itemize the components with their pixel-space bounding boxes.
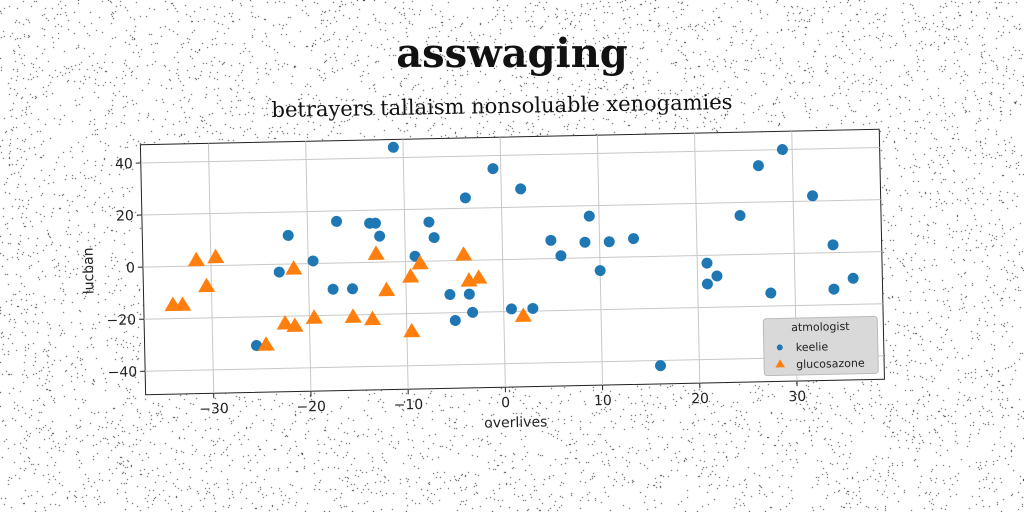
glucosazone-point — [402, 268, 420, 283]
keelie-point — [449, 314, 461, 326]
keelie-point — [282, 229, 294, 241]
keelie-point — [701, 257, 713, 269]
keelie-point — [307, 255, 319, 267]
glucosazone-point — [286, 317, 304, 333]
y-tick-label: 40 — [115, 156, 133, 172]
glucosazone-point — [198, 277, 216, 293]
keelie-point — [505, 303, 517, 315]
x-tick-label: 30 — [788, 389, 806, 405]
glucosazone-point — [305, 309, 323, 324]
keelie-point — [250, 339, 262, 351]
glucosazone-point — [411, 254, 429, 270]
keelie-point — [428, 232, 440, 244]
y-axis-label: lucban — [81, 247, 98, 294]
keelie-point — [828, 283, 840, 295]
keelie-point — [545, 234, 557, 246]
keelie-point — [467, 306, 479, 318]
glucosazone-point — [174, 296, 192, 311]
y-tick-label: −40 — [107, 364, 137, 381]
x-gridline — [499, 137, 506, 388]
y-tick-label: 0 — [126, 260, 135, 276]
keelie-point — [555, 250, 567, 262]
keelie-point — [701, 278, 713, 290]
y-gridline — [145, 355, 884, 372]
keelie-point — [331, 215, 343, 227]
x-tick-label: −10 — [394, 397, 424, 414]
glucosazone-point — [514, 307, 532, 323]
keelie-point — [487, 163, 499, 175]
keelie-point — [459, 192, 471, 204]
x-tick-label: 0 — [501, 395, 510, 411]
y-tick-label: 20 — [116, 208, 134, 224]
x-gridline — [402, 139, 409, 390]
glucosazone-point — [367, 245, 385, 261]
legend: atmologist keelie glucosazone — [762, 315, 879, 377]
keelie-point — [603, 236, 615, 248]
keelie-point — [347, 283, 359, 295]
legend-marker-keelie — [776, 344, 783, 351]
keelie-point — [527, 302, 539, 314]
keelie-point — [765, 287, 777, 299]
glucosazone-point — [455, 246, 473, 261]
x-gridline — [207, 143, 215, 394]
glucosazone-point — [364, 310, 382, 326]
keelie-point — [579, 236, 591, 248]
x-gridline — [694, 133, 701, 384]
glucosazone-point — [344, 308, 362, 323]
keelie-point — [734, 210, 746, 222]
keelie-point — [369, 217, 381, 229]
x-gridline — [305, 141, 312, 392]
axis-ticks: −30 −20 −10 0 10 20 30 −40 −20 0 20 40 — [106, 156, 806, 418]
x-gridline — [596, 135, 604, 386]
y-tick-label: −20 — [106, 312, 136, 329]
keelie-point — [776, 144, 788, 156]
x-tick-label: −30 — [199, 401, 229, 418]
keelie-point — [374, 230, 386, 242]
keelie-point — [594, 265, 606, 277]
keelie-point — [463, 288, 475, 300]
legend-label-keelie: keelie — [796, 340, 829, 354]
glucosazone-point — [207, 248, 225, 264]
glucosazone-point — [470, 269, 488, 284]
glucosazone-point — [403, 322, 421, 338]
x-tick-label: 20 — [691, 391, 709, 407]
keelie-point — [515, 183, 527, 195]
glucosazone-point — [276, 315, 294, 330]
keelie-point — [628, 233, 640, 245]
keelie-point — [711, 270, 723, 282]
keelie-point — [654, 360, 666, 372]
x-tick-label: 10 — [594, 393, 612, 409]
y-gridline — [142, 251, 882, 268]
data-marks — [164, 141, 859, 372]
glucosazone-point — [257, 336, 275, 351]
glucosazone-point — [187, 251, 205, 267]
legend-label-glucosazone: glucosazone — [796, 357, 865, 371]
y-gridline — [141, 199, 881, 216]
x-tick-label: −20 — [296, 399, 326, 416]
keelie-point — [273, 266, 285, 278]
legend-box — [762, 315, 879, 377]
legend-marker-glucosazone — [775, 359, 785, 368]
keelie-point — [583, 210, 595, 222]
legend-title: atmologist — [791, 320, 850, 334]
keelie-point — [752, 160, 764, 172]
x-axis-label: overlives — [484, 414, 548, 431]
glucosazone-point — [285, 260, 303, 275]
glucosazone-point — [378, 281, 396, 297]
keelie-point — [807, 190, 819, 202]
y-gridline — [140, 147, 880, 164]
keelie-point — [827, 239, 839, 251]
keelie-point — [387, 141, 399, 153]
keelie-point — [444, 289, 456, 301]
chart-title: asswaging — [396, 30, 628, 77]
keelie-point — [327, 283, 339, 295]
keelie-point — [847, 272, 859, 284]
keelie-point — [423, 216, 435, 228]
